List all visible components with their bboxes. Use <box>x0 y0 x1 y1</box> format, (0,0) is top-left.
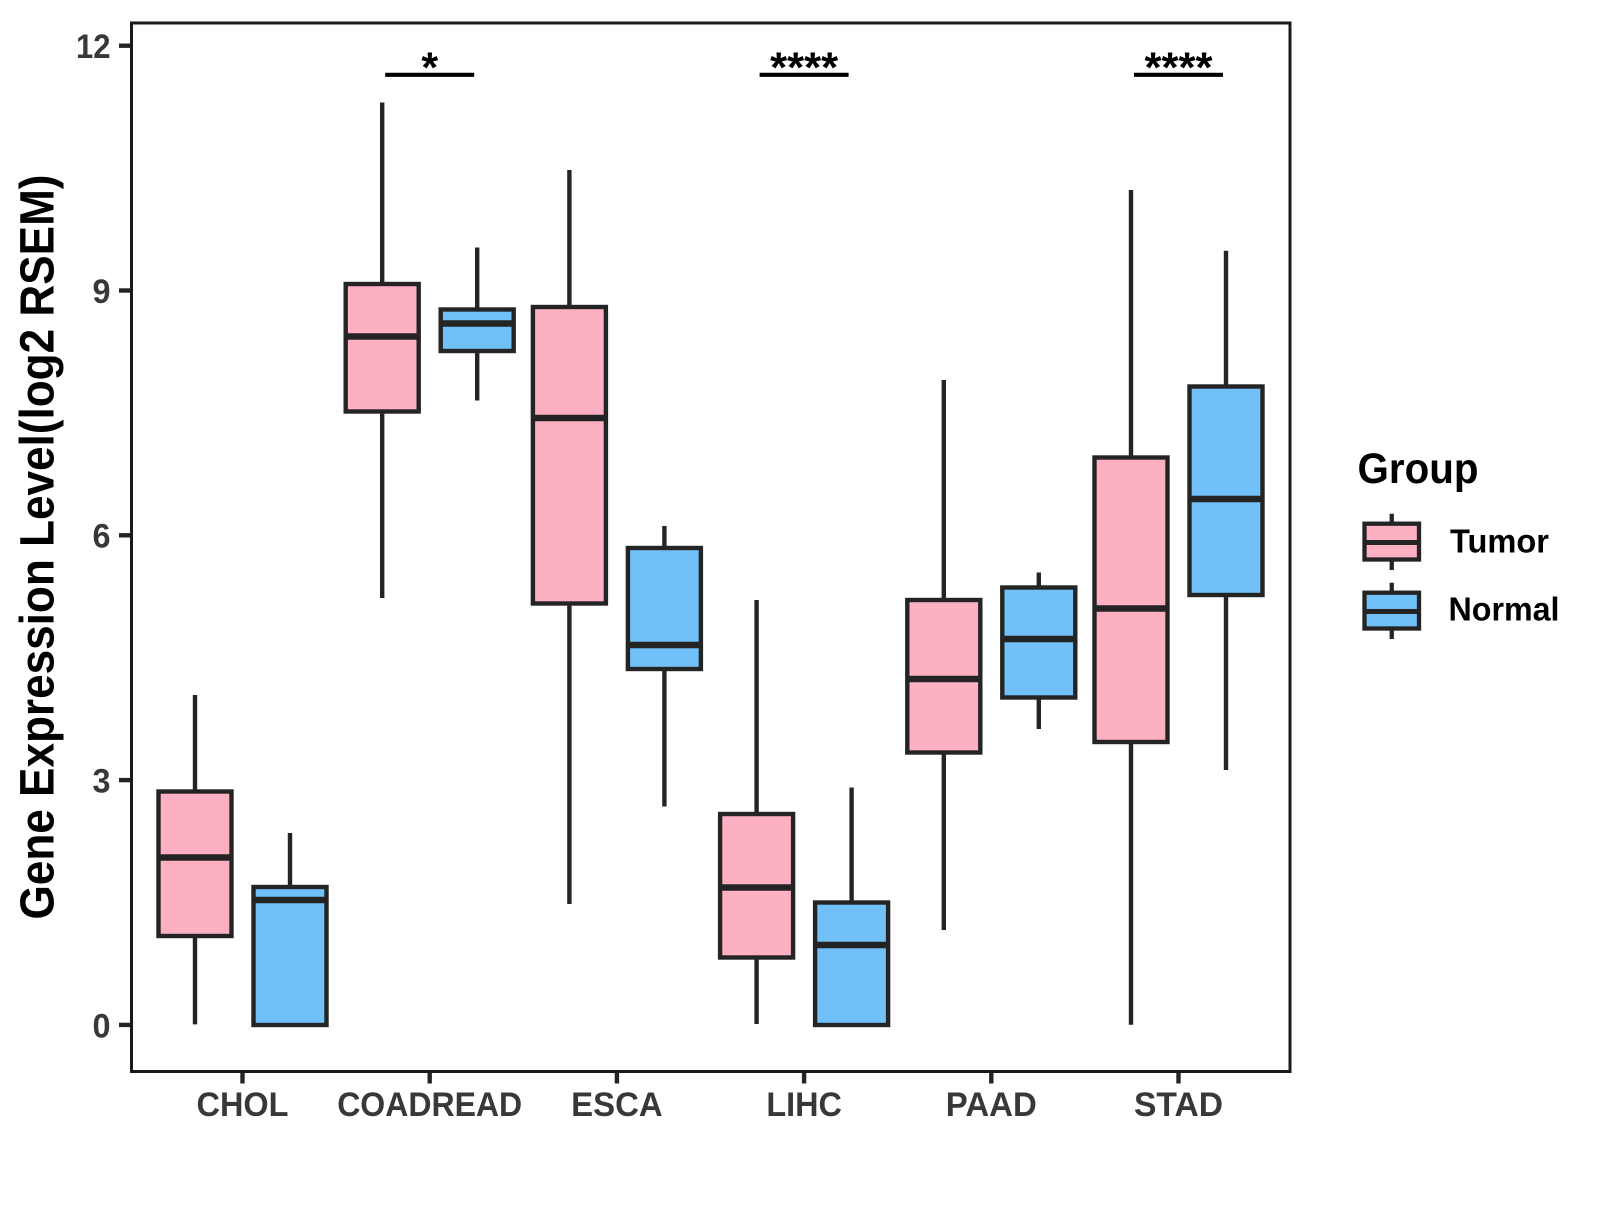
svg-text:PAAD: PAAD <box>946 1086 1037 1124</box>
svg-text:ESCA: ESCA <box>571 1086 663 1124</box>
svg-text:COADREAD: COADREAD <box>337 1086 522 1124</box>
svg-text:12: 12 <box>76 28 111 66</box>
svg-text:6: 6 <box>93 518 111 556</box>
svg-text:Tumor: Tumor <box>1450 523 1549 560</box>
svg-text:CHOL: CHOL <box>197 1086 289 1124</box>
svg-text:STAD: STAD <box>1134 1086 1223 1124</box>
svg-text:*: * <box>421 44 438 92</box>
svg-text:LIHC: LIHC <box>766 1086 842 1124</box>
svg-text:9: 9 <box>93 273 111 311</box>
svg-text:Group: Group <box>1358 445 1479 493</box>
svg-text:3: 3 <box>93 763 111 801</box>
svg-text:****: **** <box>770 44 838 92</box>
svg-text:Normal: Normal <box>1449 591 1560 628</box>
svg-text:****: **** <box>1145 44 1213 92</box>
svg-text:Gene Expression Level(log2 RSE: Gene Expression Level(log2 RSEM) <box>11 175 65 920</box>
svg-text:0: 0 <box>93 1007 111 1045</box>
